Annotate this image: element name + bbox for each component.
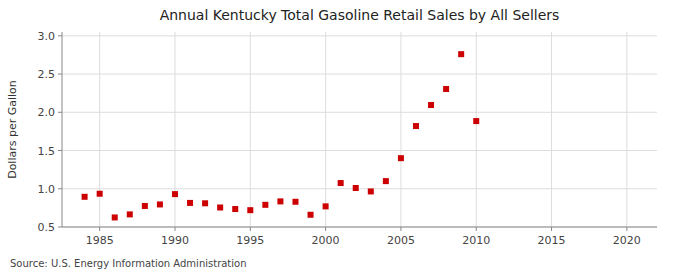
- y-axis-label: Dollars per Gallon: [6, 80, 19, 179]
- y-axis-line: [62, 32, 63, 227]
- grid-line: [62, 227, 657, 228]
- point: [383, 178, 389, 184]
- x-tick-label: 1995: [236, 234, 264, 247]
- grid-line: [62, 112, 657, 113]
- y-tick-label: 1.0: [38, 183, 56, 196]
- x-tick-label: 1990: [161, 234, 189, 247]
- x-tick-label: 2000: [312, 234, 340, 247]
- tick-mark: [58, 112, 62, 113]
- point: [172, 191, 178, 197]
- y-tick-label: 1.5: [38, 145, 56, 158]
- grid-line: [626, 32, 627, 227]
- tick-mark: [58, 35, 62, 36]
- grid-line: [62, 35, 657, 36]
- x-tick-label: 2010: [462, 234, 490, 247]
- point: [353, 185, 359, 191]
- point: [338, 180, 344, 186]
- point: [142, 203, 148, 209]
- point: [292, 199, 298, 205]
- y-tick-label: 0.5: [38, 221, 56, 234]
- point: [187, 200, 193, 206]
- tick-mark: [476, 227, 477, 231]
- grid-line: [551, 32, 552, 227]
- grid-line: [400, 32, 401, 227]
- grid: [62, 32, 657, 227]
- title: Annual Kentucky Total Gasoline Retail Sa…: [160, 7, 560, 23]
- chart: 0.5 1.0 1.5 2.0 2.5 3.0 1985 1990 1995 2000 2005 20…: [0, 0, 675, 275]
- point: [157, 201, 163, 207]
- point: [127, 211, 133, 217]
- point: [368, 188, 374, 194]
- source-note: Source: U.S. Energy Information Administ…: [10, 258, 247, 269]
- grid-line: [476, 32, 477, 227]
- points: [82, 51, 480, 220]
- point: [232, 206, 238, 212]
- point: [428, 102, 434, 108]
- point: [82, 194, 88, 200]
- point: [247, 207, 253, 213]
- tick-mark: [174, 227, 175, 231]
- point: [413, 123, 419, 129]
- tick-mark: [58, 227, 62, 228]
- x-tick-label: 2020: [613, 234, 641, 247]
- y-tick-label: 3.0: [38, 30, 56, 43]
- grid-line: [62, 150, 657, 151]
- point: [262, 202, 268, 208]
- tick-mark: [551, 227, 552, 231]
- grid-line: [174, 32, 175, 227]
- tick-mark: [400, 227, 401, 231]
- point: [398, 155, 404, 161]
- point: [277, 198, 283, 204]
- grid-line: [325, 32, 326, 227]
- grid-line: [62, 74, 657, 75]
- y-tick-label: 2.0: [38, 106, 56, 119]
- x-tick-label: 2005: [387, 234, 415, 247]
- tick-mark: [325, 227, 326, 231]
- point: [202, 200, 208, 206]
- x-tick-label: 2015: [538, 234, 566, 247]
- tick-mark: [58, 150, 62, 151]
- grid-line: [99, 32, 100, 227]
- x-axis-line: [62, 227, 657, 228]
- tick-mark: [626, 227, 627, 231]
- grid-line: [62, 188, 657, 189]
- point: [112, 214, 118, 220]
- point: [458, 51, 464, 57]
- y-tick-label: 2.5: [38, 68, 56, 81]
- grid-line: [250, 32, 251, 227]
- tick-mark: [99, 227, 100, 231]
- point: [473, 118, 479, 124]
- tick-mark: [58, 74, 62, 75]
- tick-mark: [58, 188, 62, 189]
- point: [443, 86, 449, 92]
- point: [97, 191, 103, 197]
- x-tick-label: 1985: [86, 234, 114, 247]
- point: [308, 212, 314, 218]
- point: [323, 203, 329, 209]
- point: [217, 205, 223, 211]
- tick-mark: [250, 227, 251, 231]
